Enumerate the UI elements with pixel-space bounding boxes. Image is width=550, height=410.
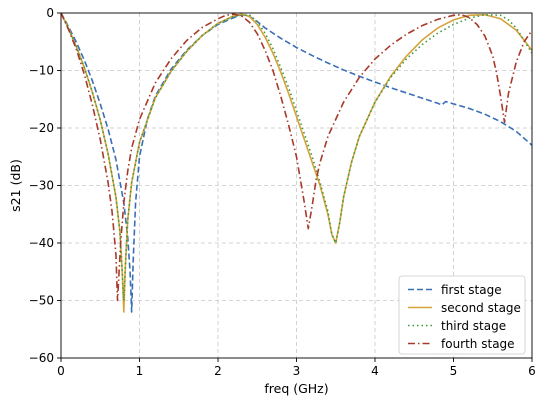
x-tick-label: 5 — [450, 364, 458, 378]
axis-ticks: 0 1 2 3 4 5 6 0 −10 −20 −30 −40 −50 −60 — [29, 6, 536, 378]
series-lines — [61, 13, 532, 313]
y-tick-label: −50 — [29, 294, 54, 308]
legend-label: first stage — [441, 283, 502, 297]
x-tick-label: 3 — [293, 364, 301, 378]
legend-label: third stage — [441, 319, 506, 333]
x-tick-label: 2 — [214, 364, 222, 378]
x-tick-label: 4 — [371, 364, 379, 378]
legend-label: second stage — [441, 301, 521, 315]
legend: first stage second stage third stage fourth… — [398, 275, 526, 355]
y-axis-label: s21 (dB) — [8, 159, 23, 212]
x-tick-label: 1 — [136, 364, 144, 378]
series-line-fourth-stage — [61, 13, 532, 302]
y-tick-label: −20 — [29, 121, 54, 135]
y-tick-label: −10 — [29, 64, 54, 78]
legend-label: fourth stage — [441, 337, 515, 351]
x-tick-label: 0 — [57, 364, 65, 378]
y-tick-label: −30 — [29, 179, 54, 193]
y-tick-label: 0 — [46, 6, 54, 20]
legend-box — [398, 275, 526, 355]
x-tick-label: 6 — [528, 364, 536, 378]
y-tick-label: −40 — [29, 236, 54, 250]
y-tick-label: −60 — [29, 351, 54, 365]
legend-items: first stage second stage third stage fourth… — [408, 283, 521, 351]
x-axis-label: freq (GHz) — [264, 381, 328, 396]
